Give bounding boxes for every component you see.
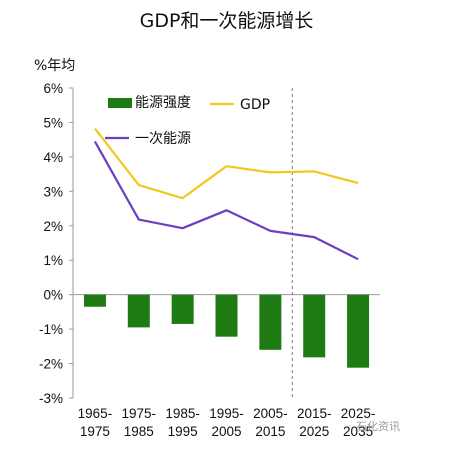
y-tick-label: 2% [43, 219, 63, 234]
y-tick-label: -2% [39, 357, 63, 372]
legend-label: 能源强度 [135, 95, 191, 111]
legend-label: 一次能源 [135, 131, 191, 147]
x-tick-label: 2025- [341, 406, 376, 421]
y-tick-label: 1% [43, 253, 63, 268]
bar-energy-intensity [303, 294, 326, 358]
y-axis-unit-label: %年均 [34, 58, 76, 74]
x-tick-label: 2035 [343, 424, 373, 439]
x-tick-label: 1985- [165, 406, 200, 421]
x-tick-label: 2015- [297, 406, 332, 421]
bar-energy-intensity [127, 294, 150, 328]
x-tick-label: 2005- [253, 406, 288, 421]
y-tick-label: 5% [43, 115, 63, 130]
y-tick-label: -1% [39, 322, 63, 337]
line-primary-energy [93, 140, 359, 261]
x-tick-label: 1975 [80, 424, 110, 439]
y-tick-label: 6% [43, 81, 63, 96]
x-tick-label: 2025 [299, 424, 329, 439]
legend-swatch-energy-intensity [108, 98, 132, 108]
legend-label: GDP [240, 97, 270, 113]
chart-title: GDP和一次能源增长 [139, 10, 314, 32]
bar-energy-intensity [215, 294, 238, 337]
bar-energy-intensity [347, 294, 370, 368]
y-tick-label: 0% [43, 288, 63, 303]
x-tick-label: 1965- [78, 406, 113, 421]
bar-energy-intensity [83, 294, 106, 307]
line-gdp [94, 127, 359, 200]
x-tick-label: 1975- [122, 406, 157, 421]
y-tick-label: -3% [39, 391, 63, 406]
x-tick-label: 1995- [209, 406, 244, 421]
y-tick-label: 3% [43, 184, 63, 199]
y-tick-label: 4% [43, 150, 63, 165]
x-tick-label: 1995 [168, 424, 198, 439]
x-tick-label: 2015 [255, 424, 285, 439]
watermark: 石化资讯 [356, 420, 400, 433]
bar-energy-intensity [171, 294, 194, 324]
x-tick-label: 1985 [124, 424, 154, 439]
x-tick-label: 2005 [211, 424, 241, 439]
bar-energy-intensity [259, 294, 282, 350]
